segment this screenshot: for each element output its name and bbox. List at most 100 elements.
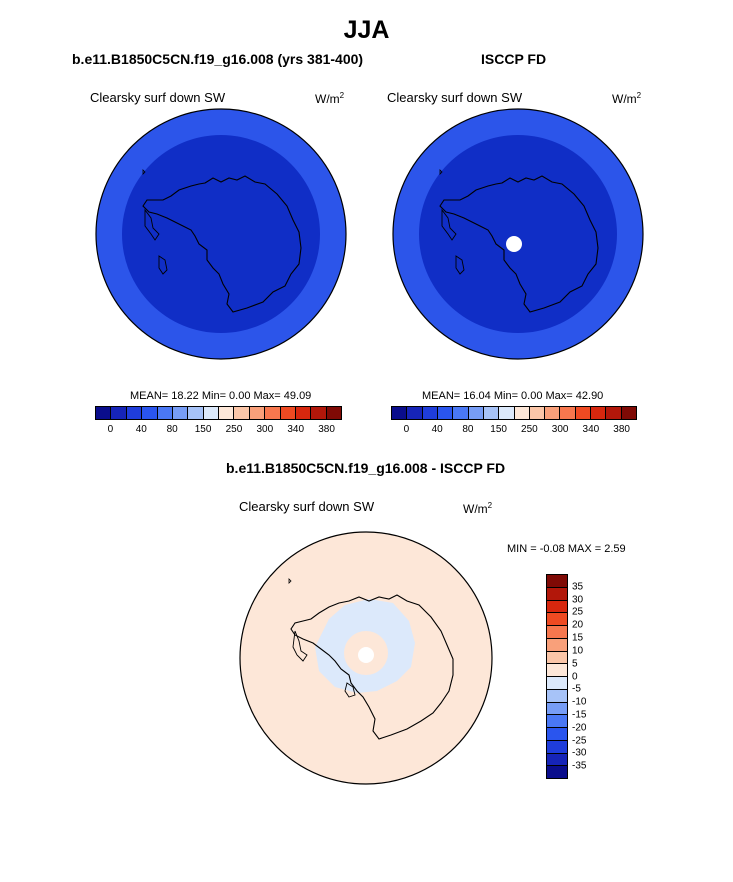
diff-map <box>239 531 493 785</box>
colorbar-swatch <box>547 677 567 690</box>
colorbar-tick-label: 340 <box>287 424 305 435</box>
colorbar-swatch <box>234 407 250 419</box>
colorbar-tick-label: -10 <box>572 696 587 708</box>
panel-1-title: b.e11.B1850C5CN.f19_g16.008 (yrs 381-400… <box>72 51 364 67</box>
colorbar-swatch <box>591 407 607 419</box>
colorbar-swatch <box>560 407 576 419</box>
colorbar-swatch <box>547 664 567 677</box>
colorbar-swatch <box>547 740 567 754</box>
panel-1-units: W/m2 <box>315 91 345 106</box>
diff-units: W/m2 <box>463 501 493 516</box>
panel-2-title: ISCCP FD <box>481 51 547 67</box>
colorbar-tick-label: -20 <box>572 722 587 734</box>
colorbar-swatch <box>407 407 423 419</box>
diff-stats: MIN = -0.08 MAX = 2.59 <box>507 543 626 555</box>
colorbar-tick-label: 40 <box>135 424 147 435</box>
colorbar-swatch <box>422 407 438 419</box>
colorbar-swatch <box>575 407 592 419</box>
colorbar-swatch <box>172 407 189 419</box>
colorbar-swatch <box>547 689 567 703</box>
colorbar-swatch <box>499 407 515 419</box>
colorbar-tick-label: 80 <box>462 424 474 435</box>
colorbar-swatch <box>249 407 266 419</box>
colorbar-tick-label: 340 <box>582 424 600 435</box>
panel-2-inner-disk <box>419 135 617 333</box>
panel-2-missing-pole <box>506 236 522 252</box>
panel-2-colorbar <box>391 406 637 420</box>
colorbar-swatch <box>547 626 567 639</box>
colorbar-swatch <box>547 651 567 665</box>
diff-field-label: Clearsky surf down SW <box>239 499 375 514</box>
colorbar-swatch <box>547 766 567 778</box>
colorbar-swatch <box>453 407 469 419</box>
colorbar-swatch <box>96 407 112 419</box>
colorbar-swatch <box>606 407 622 419</box>
colorbar-swatch <box>468 407 484 419</box>
panel-1-field-label: Clearsky surf down SW <box>90 90 226 105</box>
colorbar-tick-label: 380 <box>613 424 630 435</box>
figure-title: JJA <box>343 16 390 44</box>
panel-1-inner-disk <box>122 135 320 333</box>
colorbar-swatch <box>157 407 173 419</box>
diff-missing-pole <box>358 647 374 663</box>
colorbar-swatch <box>547 600 567 614</box>
colorbar-swatch <box>547 638 567 652</box>
colorbar-swatch <box>547 728 567 741</box>
colorbar-tick-label: 35 <box>572 581 584 593</box>
colorbar-tick-label: 250 <box>225 424 243 435</box>
colorbar-tick-label: 300 <box>551 424 569 435</box>
colorbar-tick-label: -5 <box>572 683 581 695</box>
colorbar-swatch <box>547 715 567 728</box>
panel-2-stats: MEAN= 16.04 Min= 0.00 Max= 42.90 <box>422 390 604 402</box>
colorbar-swatch <box>295 407 312 419</box>
colorbar-tick-label: 0 <box>107 424 114 435</box>
colorbar-swatch <box>547 702 567 716</box>
colorbar-swatch <box>514 407 530 419</box>
colorbar-tick-label: 80 <box>166 424 178 435</box>
colorbar-tick-label: 25 <box>572 606 584 618</box>
colorbar-swatch <box>547 575 567 588</box>
panel-1-map <box>95 108 347 360</box>
colorbar-swatch <box>529 407 546 419</box>
colorbar-swatch <box>265 407 281 419</box>
panel-1-stats: MEAN= 18.22 Min= 0.00 Max= 49.09 <box>130 390 312 402</box>
colorbar-tick-label: -35 <box>572 760 587 772</box>
colorbar-tick-label: 20 <box>572 619 584 631</box>
colorbar-swatch <box>547 587 567 601</box>
colorbar-tick-label: 40 <box>431 424 443 435</box>
panel-1-colorbar <box>95 406 342 420</box>
colorbar-tick-label: 250 <box>521 424 538 435</box>
colorbar-tick-label: -25 <box>572 735 587 747</box>
panel-2-field-label: Clearsky surf down SW <box>387 90 523 105</box>
colorbar-swatch <box>311 407 327 419</box>
colorbar-tick-label: 300 <box>256 424 274 435</box>
diff-colorbar <box>546 574 568 779</box>
colorbar-tick-label: 10 <box>572 645 584 657</box>
colorbar-swatch <box>437 407 454 419</box>
colorbar-swatch <box>326 407 341 419</box>
colorbar-swatch <box>621 407 636 419</box>
panel-2-units: W/m2 <box>612 91 642 106</box>
colorbar-swatch <box>188 407 204 419</box>
colorbar-swatch <box>545 407 561 419</box>
colorbar-tick-label: -15 <box>572 709 587 721</box>
colorbar-swatch <box>483 407 500 419</box>
colorbar-tick-label: 380 <box>318 424 335 435</box>
colorbar-swatch <box>203 407 219 419</box>
colorbar-swatch <box>142 407 158 419</box>
colorbar-swatch <box>547 753 567 767</box>
colorbar-swatch <box>126 407 143 419</box>
colorbar-tick-label: 150 <box>490 424 507 435</box>
diff-panel-title: b.e11.B1850C5CN.f19_g16.008 - ISCCP FD <box>226 460 506 476</box>
colorbar-tick-label: 0 <box>572 671 578 682</box>
colorbar-swatch <box>111 407 127 419</box>
colorbar-swatch <box>280 407 296 419</box>
colorbar-swatch <box>219 407 235 419</box>
colorbar-swatch <box>547 613 567 626</box>
colorbar-tick-label: -30 <box>572 747 587 759</box>
colorbar-tick-label: 0 <box>403 424 410 435</box>
colorbar-tick-label: 15 <box>572 632 584 644</box>
colorbar-swatch <box>392 407 408 419</box>
colorbar-tick-label: 150 <box>194 424 212 435</box>
colorbar-tick-label: 30 <box>572 594 584 606</box>
